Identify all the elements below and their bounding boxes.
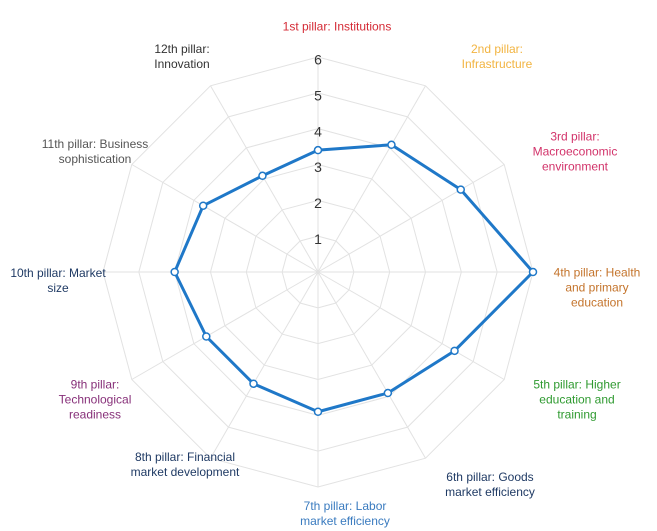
data-point (450, 346, 459, 356)
radial-tick-label: 2 (314, 195, 322, 211)
category-label: 10th pillar: Market size (10, 266, 106, 295)
category-label: 11th pillar: Business sophistication (41, 137, 149, 166)
category-label: 6th pillar: Goods market efficiency (445, 470, 535, 499)
data-point (383, 388, 393, 398)
category-label: 2nd pillar: Infrastructure (461, 42, 533, 71)
category-label: 5th pillar: Higher education and trainin… (533, 377, 621, 422)
spoke (317, 85, 426, 273)
category-label: 7th pillar: Labor market efficiency (300, 499, 390, 528)
data-point (313, 407, 323, 416)
spoke (210, 271, 319, 459)
spoke (317, 271, 505, 380)
radial-tick-label: 5 (314, 88, 322, 104)
data-point (198, 201, 208, 210)
data-point (387, 140, 396, 150)
category-label: 4th pillar: Health and primary education (553, 265, 641, 310)
category-label: 8th pillar: Financial market development (130, 450, 240, 479)
category-label: 3rd pillar: Macroeconomic environment (532, 129, 618, 174)
data-point (258, 171, 267, 181)
category-label: 12th pillar: Innovation (154, 42, 210, 71)
radial-tick-label: 6 (314, 52, 322, 68)
data-point (170, 267, 179, 277)
spoke (317, 271, 426, 459)
spoke (131, 271, 319, 380)
spoke (131, 164, 319, 273)
data-point (202, 332, 211, 341)
category-label: 1st pillar: Institutions (282, 19, 392, 34)
data-point (456, 185, 465, 194)
data-line (173, 143, 535, 414)
data-point (528, 267, 538, 277)
radial-tick-label: 4 (314, 123, 322, 139)
spoke (317, 164, 505, 273)
data-point (313, 145, 323, 155)
category-label: 9th pillar: Technological readiness (58, 377, 132, 422)
data-point (249, 379, 258, 388)
radial-tick-label: 3 (314, 159, 322, 175)
radial-tick-label: 1 (314, 231, 322, 247)
